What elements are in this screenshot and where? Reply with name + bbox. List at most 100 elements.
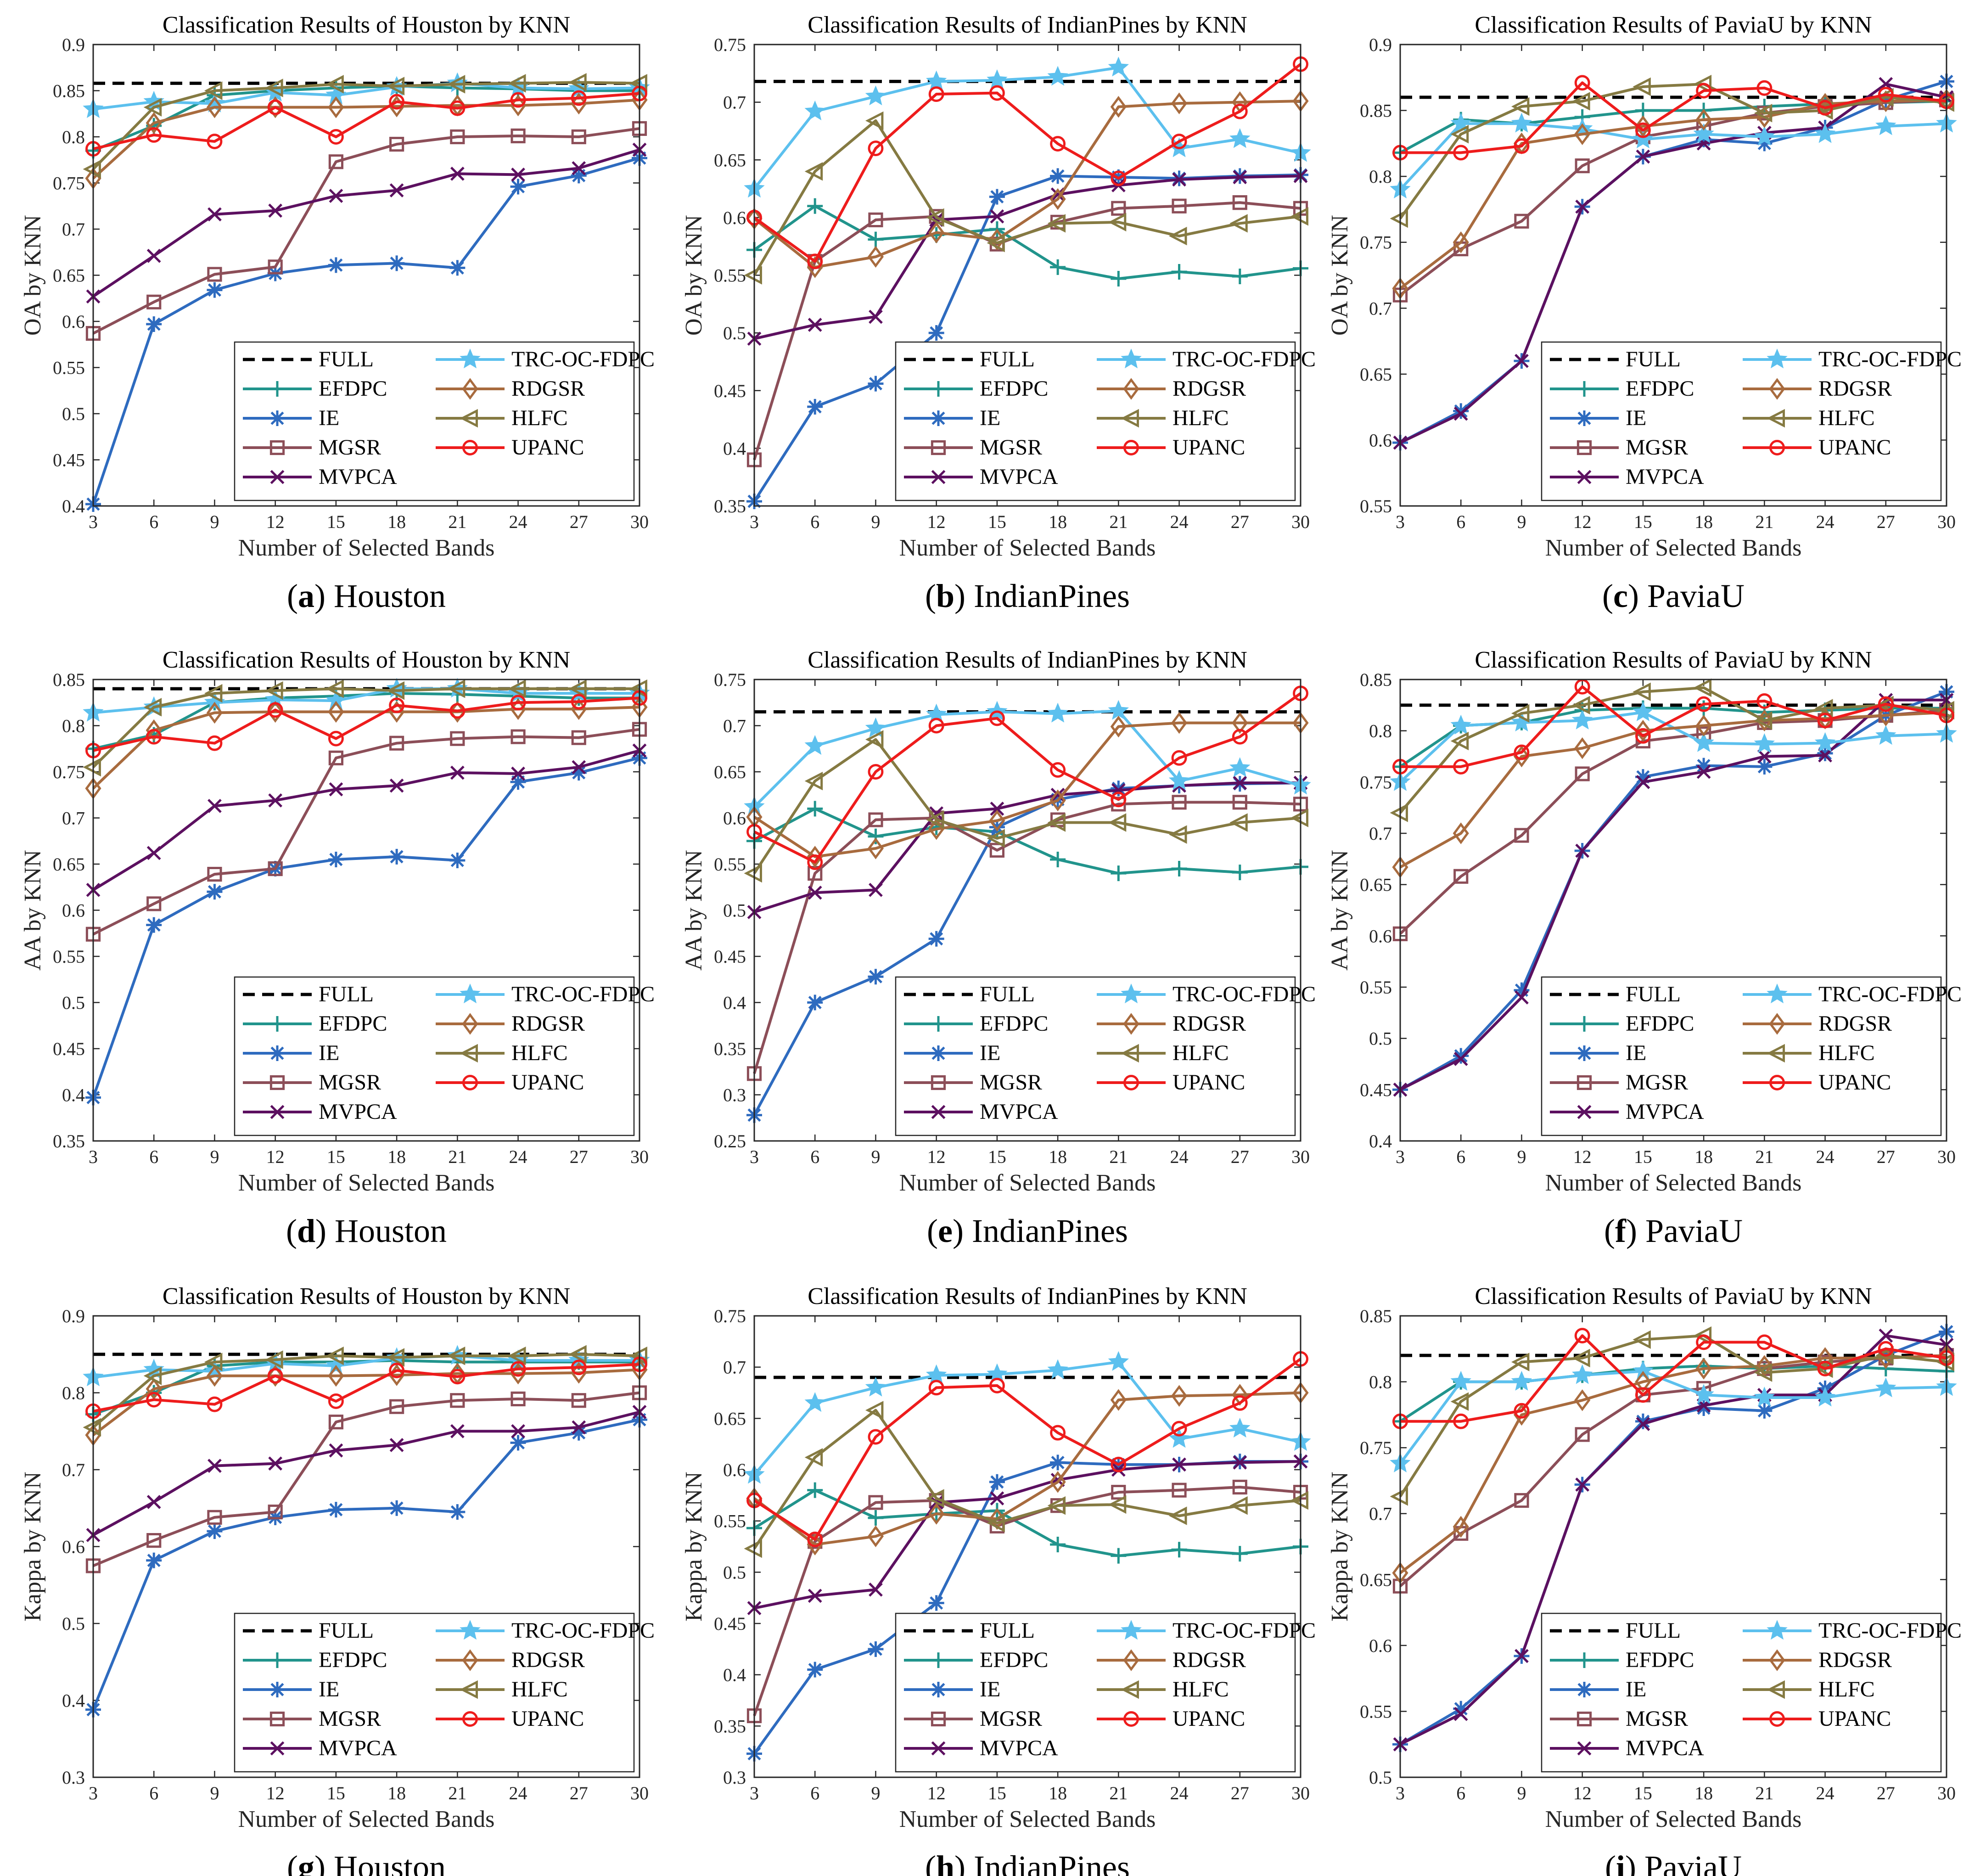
diamond-marker [146, 112, 162, 134]
data-point [328, 1415, 343, 1430]
cross-marker [808, 318, 822, 332]
series-line-upanc [93, 696, 640, 752]
x-tick-label: 12 [927, 511, 946, 532]
y-tick-label: 0.7 [1369, 1504, 1392, 1524]
circle-marker [146, 1392, 162, 1408]
circle-marker [1769, 1075, 1785, 1090]
data-point [868, 764, 884, 780]
diamond-marker [267, 96, 284, 118]
legend-entry-hlfc: HLFC [1743, 406, 1875, 430]
asterisk-marker [389, 1500, 405, 1516]
y-tick-label: 0.45 [714, 1613, 746, 1634]
square-marker [207, 1510, 222, 1525]
asterisk-marker [989, 189, 1005, 205]
asterisk-marker [989, 1474, 1005, 1490]
data-point [1754, 1363, 1773, 1382]
y-tick-label: 0.75 [1360, 772, 1392, 792]
legend-entry-trc-oc-fdpc: TRC-OC-FDPC [1743, 347, 1962, 371]
legend-label: IE [980, 406, 1000, 430]
asterisk-marker [931, 1682, 946, 1697]
legend-label: UPANC [511, 1070, 584, 1095]
legend-entry-upanc: UPANC [1097, 435, 1245, 460]
series-line-hlfc [1399, 1334, 1947, 1498]
square-marker [389, 736, 404, 751]
x-axis-label: Number of Selected Bands [238, 535, 495, 561]
star-marker [1754, 126, 1775, 146]
triangle-marker [1108, 1495, 1127, 1514]
circle-marker [1232, 1395, 1248, 1411]
data-point [571, 694, 587, 710]
star-marker [1229, 757, 1251, 777]
triangle-marker [460, 1044, 478, 1063]
square-marker [1111, 201, 1126, 216]
y-tick-label: 0.8 [62, 127, 85, 147]
x-tick-label: 30 [630, 1146, 649, 1167]
data-point [328, 730, 344, 747]
triangle-marker [926, 208, 944, 227]
diamond-marker [1123, 378, 1139, 400]
data-point [1047, 702, 1068, 723]
data-point [868, 1429, 884, 1445]
square-marker [1576, 1075, 1592, 1090]
square-marker [146, 896, 162, 911]
triangle-marker [460, 1680, 478, 1699]
series-line-mgsr [753, 1485, 1301, 1716]
triangle-marker [143, 698, 162, 717]
data-point [207, 1396, 223, 1412]
data-point [510, 94, 527, 117]
data-point [1878, 87, 1894, 103]
cross-marker [572, 760, 586, 775]
y-tick-label: 0.55 [714, 854, 746, 875]
data-point [1635, 1387, 1651, 1403]
star-marker [1168, 770, 1190, 790]
legend-label: MGSR [319, 435, 381, 460]
asterisk-marker [1817, 745, 1833, 761]
data-point [1756, 135, 1773, 152]
data-point [1050, 1537, 1066, 1553]
triangle-marker [386, 77, 405, 95]
legend-entry-mvpca: MVPCA [1550, 1736, 1704, 1760]
square-marker [931, 1711, 946, 1727]
data-point [1693, 1384, 1714, 1404]
legend-box [895, 1612, 1296, 1773]
cross-marker [511, 168, 525, 182]
triangle-marker [987, 829, 1005, 848]
data-point [389, 136, 404, 152]
data-point [1635, 769, 1651, 785]
data-point [1635, 1413, 1651, 1429]
cross-marker [869, 882, 883, 897]
asterisk-marker [868, 376, 884, 392]
data-point [1450, 731, 1469, 751]
asterisk-marker [146, 917, 162, 933]
data-point [146, 127, 162, 143]
data-point [804, 771, 823, 791]
legend-entry-mvpca: MVPCA [243, 465, 397, 489]
legend-entry-rdgsr: RDGSR [436, 1011, 585, 1036]
legend-entry-rdgsr: RDGSR [1097, 376, 1246, 401]
legend-entry-ie: IE [1550, 1041, 1646, 1065]
square-marker [511, 1391, 526, 1407]
series-line-mgsr [92, 728, 640, 936]
cross-marker [990, 1491, 1004, 1505]
square-marker [1575, 158, 1590, 174]
x-tick-label: 9 [210, 511, 219, 532]
asterisk-marker [571, 1425, 587, 1441]
data-point [143, 98, 162, 117]
asterisk-marker [1635, 769, 1651, 785]
x-axis-label: Number of Selected Bands [899, 1806, 1156, 1832]
series-line-rdgsr [753, 100, 1301, 269]
data-point [1635, 719, 1651, 742]
x-tick-label: 18 [387, 511, 406, 532]
x-tick-label: 21 [1755, 1783, 1773, 1803]
y-tick-label: 0.35 [714, 1716, 746, 1736]
legend-label: IE [980, 1677, 1000, 1702]
x-axis-label: Number of Selected Bands [1545, 1806, 1802, 1832]
x-tick-label: 27 [570, 1783, 588, 1803]
star-marker [1767, 983, 1788, 1004]
y-tick-label: 0.45 [53, 450, 85, 471]
legend-label: EFDPC [980, 1011, 1048, 1036]
data-point [990, 1491, 1004, 1505]
circle-marker [1514, 744, 1530, 760]
x-tick-label: 18 [1049, 1146, 1067, 1167]
legend-entry-efdpc: EFDPC [243, 1011, 387, 1036]
